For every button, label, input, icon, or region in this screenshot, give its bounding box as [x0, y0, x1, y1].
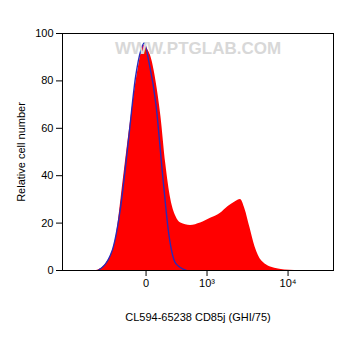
svg-text:WWW.PTGLAB.COM: WWW.PTGLAB.COM — [115, 39, 281, 58]
svg-text:0: 0 — [143, 277, 149, 289]
svg-text:CL594-65238 CD85j (GHI/75): CL594-65238 CD85j (GHI/75) — [125, 311, 271, 323]
svg-text:Relative cell number: Relative cell number — [15, 102, 27, 202]
svg-text:40: 40 — [41, 169, 53, 181]
svg-text:80: 80 — [41, 74, 53, 86]
svg-text:0: 0 — [47, 264, 53, 276]
svg-text:10⁴: 10⁴ — [280, 277, 297, 289]
svg-text:20: 20 — [41, 217, 53, 229]
svg-text:100: 100 — [35, 27, 53, 39]
svg-text:60: 60 — [41, 122, 53, 134]
svg-text:10³: 10³ — [199, 277, 215, 289]
